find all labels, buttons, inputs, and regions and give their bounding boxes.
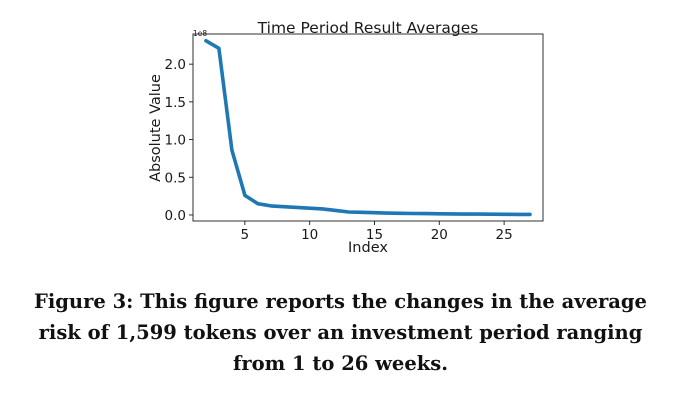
- plot-frame: [192, 33, 544, 222]
- x-tick-label: 15: [366, 227, 383, 243]
- y-tick-label: 1.0: [165, 133, 186, 149]
- x-tick-label: 5: [241, 227, 250, 243]
- y-tick-label: 1.5: [165, 95, 186, 111]
- line-chart: 5 10 15 20 25 0.0 0.5 1.0 1.5 2.0 Time Period Re…: [148, 19, 544, 256]
- x-axis: 5 10 15 20 25: [241, 221, 513, 243]
- y-axis: 0.0 0.5 1.0 1.5 2.0: [165, 57, 193, 224]
- x-tick-label: 25: [496, 227, 513, 243]
- figure-caption: Figure 3: This figure reports the change…: [34, 290, 647, 375]
- x-tick-label: 20: [431, 227, 448, 243]
- y-tick-label: 0.0: [165, 208, 186, 224]
- x-tick-label: 10: [301, 227, 318, 243]
- y-scale-label: 1e8: [193, 29, 207, 38]
- y-tick-label: 0.5: [165, 170, 186, 186]
- y-axis-title: Absolute Value: [148, 74, 164, 182]
- x-axis-title: Index: [348, 240, 388, 256]
- series-line: [204, 39, 532, 217]
- chart-title: Time Period Result Averages: [257, 19, 479, 37]
- y-tick-label: 2.0: [165, 57, 186, 73]
